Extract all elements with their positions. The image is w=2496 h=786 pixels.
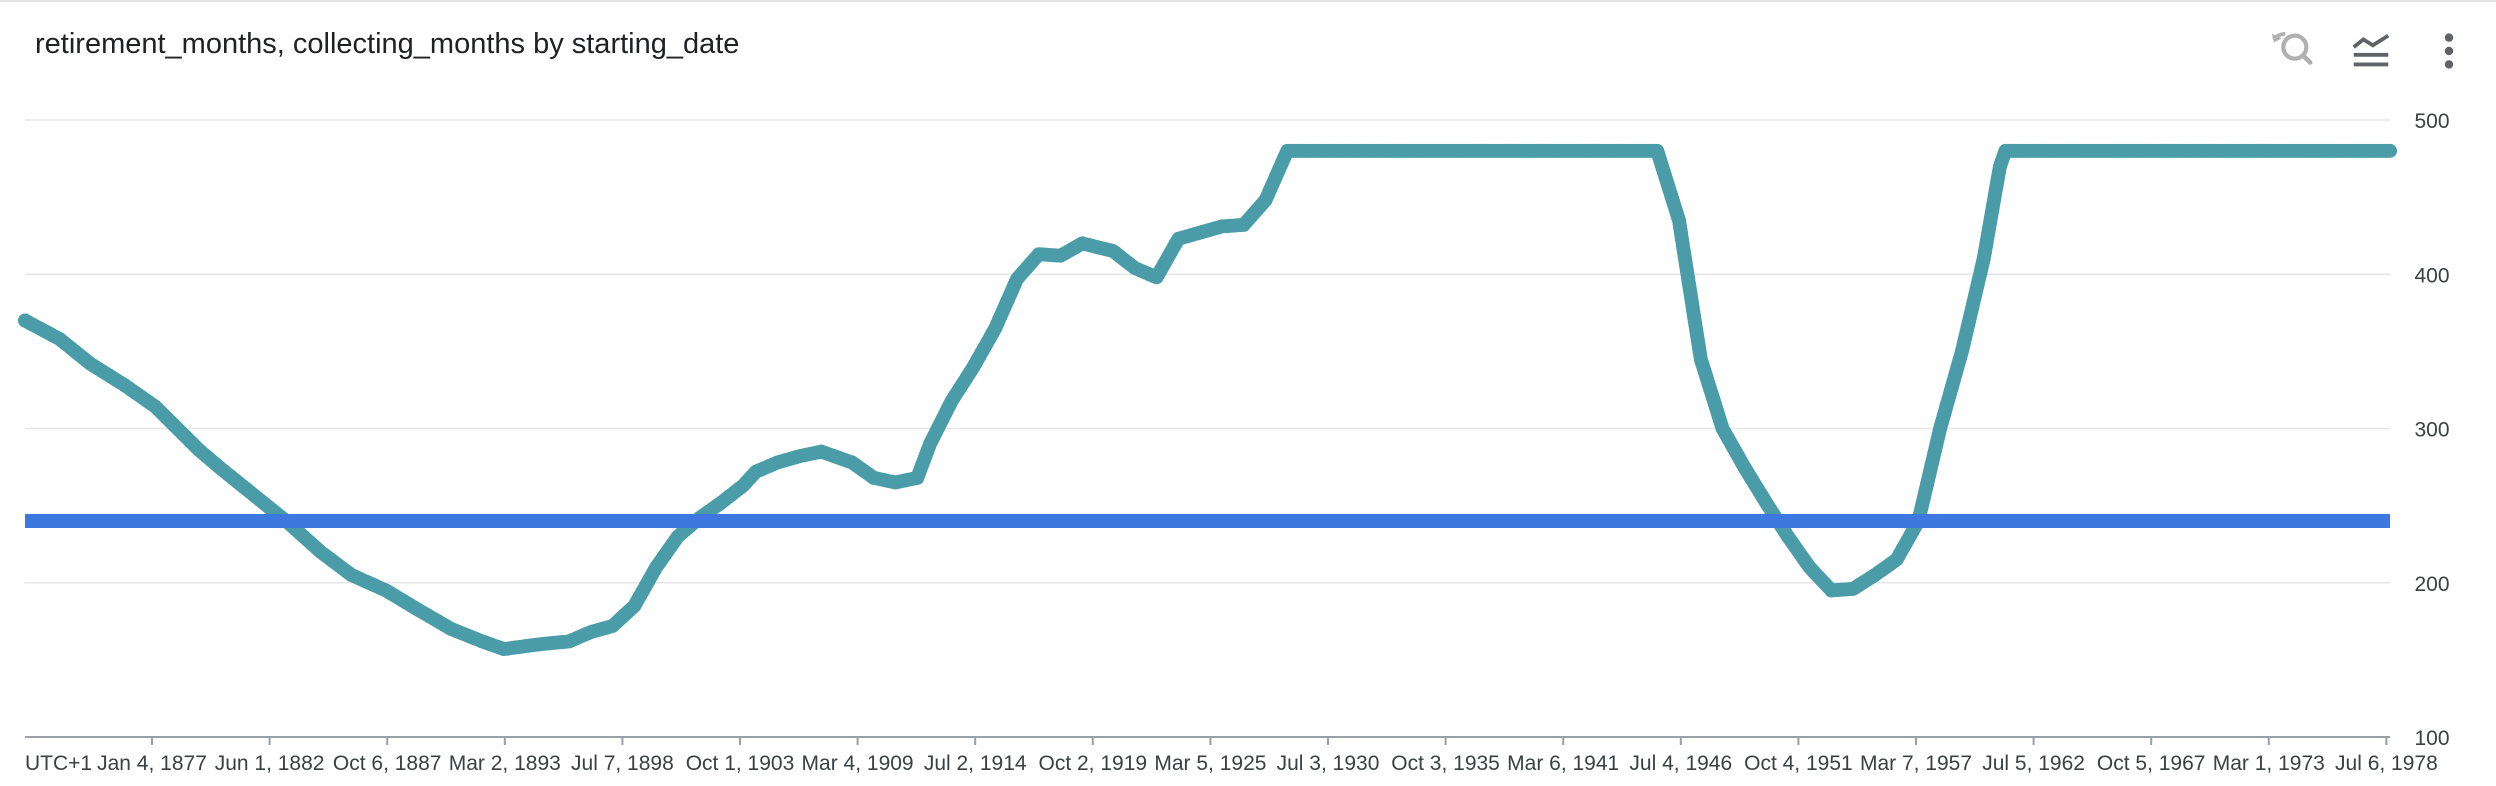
y-tick-label: 300 — [2414, 419, 2449, 442]
x-tick-label: Mar 2, 1893 — [449, 752, 561, 775]
x-tick-label: Mar 5, 1925 — [1154, 752, 1266, 775]
series-teal-points — [18, 143, 2397, 657]
x-tick-label: Jul 6, 1978 — [2335, 752, 2438, 775]
top-border — [0, 0, 2496, 2]
x-tick-label: Oct 2, 1919 — [1039, 752, 1148, 775]
x-tick-label: Mar 7, 1957 — [1860, 752, 1972, 775]
axis-layer: 500 400 300 200 100 UTC+1 Jan 4, 1877 Jun 1, 18… — [25, 110, 2450, 775]
x-tick-label: Jul 5, 1962 — [1982, 752, 2085, 775]
series-layer — [18, 143, 2397, 657]
x-tick-label: Mar 1, 1973 — [2213, 752, 2325, 775]
x-tick-label: Oct 1, 1903 — [686, 752, 795, 775]
y-tick-label: 400 — [2414, 264, 2449, 287]
series-toggle-button[interactable] — [2348, 28, 2394, 74]
x-tick-label: Mar 6, 1941 — [1507, 752, 1619, 775]
more-vert-icon — [2444, 33, 2454, 69]
x-axis-timezone-label: UTC+1 — [25, 752, 92, 775]
x-tick-label: Oct 6, 1887 — [333, 752, 442, 775]
x-tick-label: Jul 4, 1946 — [1629, 752, 1732, 775]
zoom-reset-icon — [2271, 31, 2313, 65]
x-tick-label: Oct 4, 1951 — [1744, 752, 1853, 775]
x-tick-label: Jul 7, 1898 — [571, 752, 674, 775]
y-tick-label: 500 — [2414, 110, 2449, 133]
y-tick-label: 200 — [2414, 573, 2449, 596]
x-tick-label: Jul 3, 1930 — [1277, 752, 1380, 775]
y-tick-label: 100 — [2414, 727, 2449, 750]
x-tick-label: Jul 2, 1914 — [924, 752, 1027, 775]
chart-title: retirement_months, collecting_months by … — [35, 28, 740, 60]
series-toggle-icon — [2352, 34, 2390, 67]
x-tick-label: Oct 3, 1935 — [1391, 752, 1500, 775]
x-tick-label: Jun 1, 1882 — [215, 752, 325, 775]
series-teal-point — [2383, 143, 2397, 158]
x-tick-label: Mar 4, 1909 — [802, 752, 914, 775]
more-options-button[interactable] — [2426, 28, 2472, 74]
x-tick-label: Oct 5, 1967 — [2097, 752, 2206, 775]
grid-layer — [25, 119, 2390, 584]
zoom-reset-button[interactable] — [2268, 28, 2314, 74]
x-tick-label: Jan 4, 1877 — [97, 752, 207, 775]
